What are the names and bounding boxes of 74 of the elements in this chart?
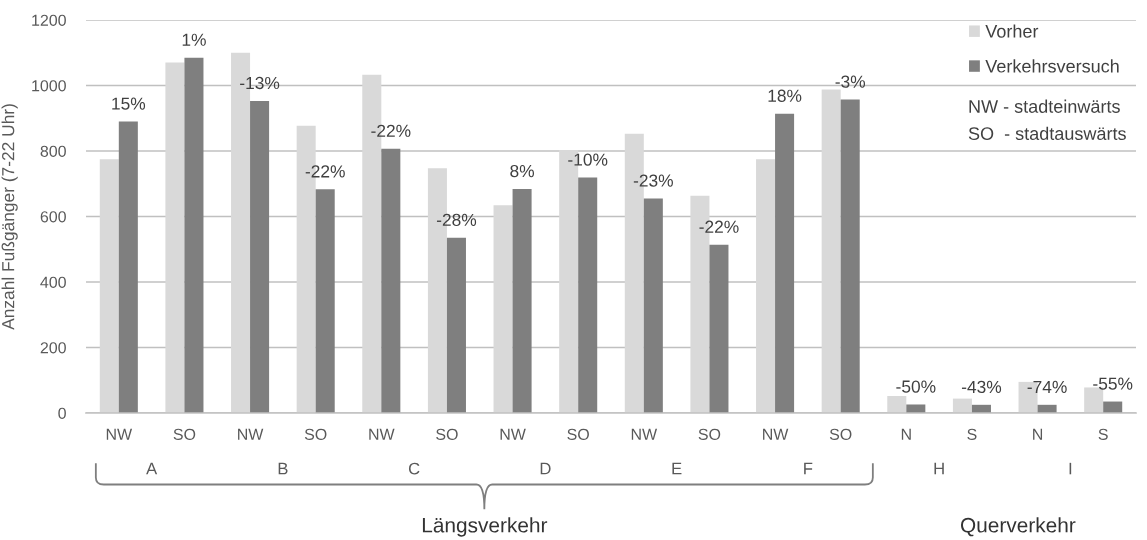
text: B xyxy=(278,462,288,475)
bar xyxy=(887,395,907,413)
text: D xyxy=(540,462,551,475)
x-tick-label: SO xyxy=(304,428,327,441)
y-tick-label: 400 xyxy=(40,276,66,288)
annotation: 1% xyxy=(182,33,206,46)
bar xyxy=(952,398,972,413)
bar xyxy=(709,244,729,413)
annotation: -50% xyxy=(896,380,936,393)
x-tick-label: N xyxy=(1033,428,1043,440)
x-tick-label: SO xyxy=(567,428,589,441)
x-tick-label: SO xyxy=(829,428,852,441)
bar xyxy=(775,113,795,413)
annotation: 18% xyxy=(768,89,802,102)
annotation: -28% xyxy=(436,213,477,227)
x-tick-label: SO xyxy=(173,428,196,441)
y-tick-label: 1000 xyxy=(32,80,66,92)
annotation: -22% xyxy=(371,124,411,137)
x-tick-label: NW xyxy=(631,428,658,440)
annotation: -13% xyxy=(240,76,280,90)
text: I xyxy=(1069,462,1072,475)
x-tick-label: NW xyxy=(106,428,133,440)
bar xyxy=(165,62,185,413)
x-tick-label: NW xyxy=(500,428,526,440)
text: Längsverkehr xyxy=(422,517,548,537)
x-tick-label: SO xyxy=(698,428,721,441)
y-axis-title: Anzahl Fußgänger (7-22 Uhr) xyxy=(1,104,18,330)
bar xyxy=(512,188,532,413)
x-tick-label: NW xyxy=(763,428,789,440)
text: A xyxy=(146,462,158,475)
annotation: SO - stadtauswärts xyxy=(968,126,1126,140)
y-tick-label: 1200 xyxy=(32,14,66,26)
text: C xyxy=(408,462,420,475)
bar xyxy=(840,99,860,413)
text: Querverkehr xyxy=(960,517,1076,537)
bar xyxy=(250,100,270,413)
legend-label: Vorher xyxy=(985,24,1039,38)
bar xyxy=(756,159,776,413)
text: H xyxy=(934,462,944,475)
x-tick-label: NW xyxy=(238,428,264,440)
bar xyxy=(493,205,513,413)
bar xyxy=(643,198,663,413)
y-tick-label: 800 xyxy=(40,145,66,157)
annotation: NW - stadteinwärts xyxy=(969,99,1120,113)
x-tick-label: SO xyxy=(436,428,458,441)
x-tick-label: S xyxy=(1098,428,1108,441)
annotation: -22% xyxy=(305,165,345,178)
bar xyxy=(906,404,926,413)
bar xyxy=(381,148,401,413)
annotation: 8% xyxy=(510,164,535,178)
bar xyxy=(184,57,204,413)
annotation: -10% xyxy=(568,153,608,166)
text: E xyxy=(672,462,682,475)
bar xyxy=(315,189,335,413)
annotation: -55% xyxy=(1093,377,1133,390)
legend-label: Verkehrsversuch xyxy=(985,59,1119,73)
y-tick-label: 0 xyxy=(58,407,66,419)
bar xyxy=(578,177,598,413)
y-tick-label: 200 xyxy=(40,342,66,354)
text: F xyxy=(804,462,813,475)
bar xyxy=(99,159,119,413)
annotation: -74% xyxy=(1027,380,1067,393)
x-tick-label: N xyxy=(901,428,911,440)
annotation: -43% xyxy=(961,380,1002,394)
annotation: -22% xyxy=(699,220,739,233)
bar xyxy=(118,121,138,413)
annotation: 15% xyxy=(112,97,146,110)
y-tick-label: 600 xyxy=(40,211,66,223)
bar xyxy=(821,89,841,413)
bar xyxy=(446,237,466,413)
x-tick-label: NW xyxy=(369,428,395,440)
annotation: -3% xyxy=(835,75,866,88)
annotation: -23% xyxy=(633,174,673,187)
x-tick-label: S xyxy=(967,428,977,441)
